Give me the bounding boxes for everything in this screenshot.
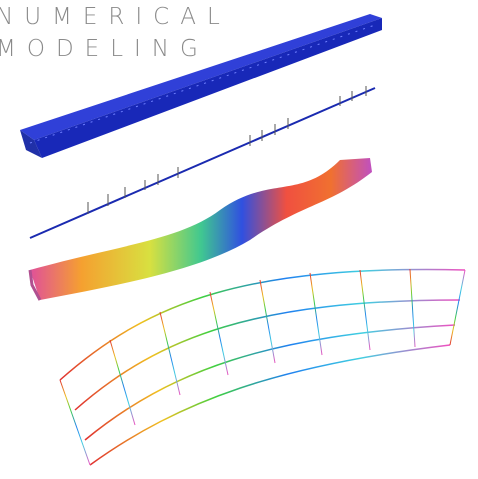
illustration bbox=[0, 0, 478, 479]
page: NUMERICAL MODELING bbox=[0, 0, 478, 479]
heading-line: NUMERICAL bbox=[0, 6, 231, 29]
deformed-model bbox=[30, 158, 372, 300]
heading-line: MODELING bbox=[0, 38, 209, 61]
line-model bbox=[30, 86, 375, 238]
wireframe-model bbox=[60, 269, 465, 465]
